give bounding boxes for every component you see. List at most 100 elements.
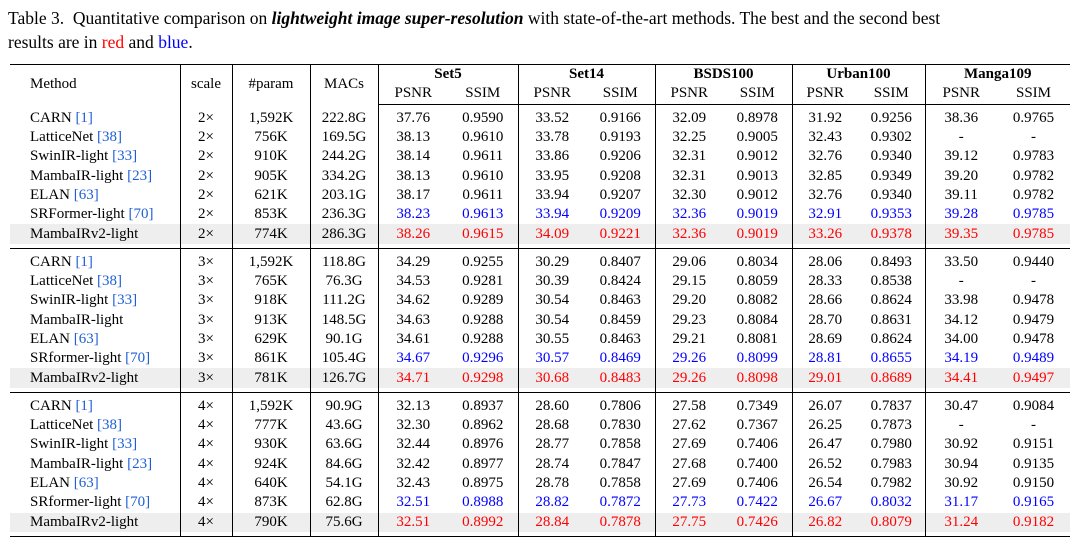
score-cell: 0.9207 — [586, 185, 656, 206]
reference: [38] — [97, 273, 123, 290]
caption-text: . — [188, 32, 193, 52]
method-cell: SwinIR-light [33] — [10, 147, 181, 167]
score-cell: 28.77 — [535, 436, 570, 453]
spacer-cell — [997, 247, 1070, 253]
score-cell: 0.8962 — [448, 416, 519, 436]
spacer-row — [10, 243, 1070, 249]
method-name: SwinIR-light — [30, 292, 109, 309]
table-row: MambaIR-light [23] 2× 905K 334.2G 38.13 0.961… — [10, 166, 1070, 186]
spacer-cell — [180, 243, 233, 249]
score-cell: 0.8081 — [723, 329, 793, 350]
score-cell: 28.66 — [808, 292, 843, 309]
score-cell: 32.51 — [396, 494, 431, 511]
scale-cell: 4× — [180, 493, 233, 513]
score-cell: 29.21 — [672, 331, 707, 347]
method-cell: CARN [1] — [10, 108, 181, 128]
score-cell: 34.53 — [396, 273, 431, 290]
macs-cell: 244.2G — [310, 147, 379, 167]
score-cell: 0.9349 — [858, 166, 926, 186]
metric-header: PSNR — [518, 84, 586, 105]
spacer-cell — [723, 391, 793, 397]
method-cell: MambaIR-light [23] — [10, 454, 181, 474]
metric-header: SSIM — [997, 84, 1070, 105]
score-cell: 0.9489 — [1012, 350, 1055, 367]
score-cell: 0.9782 — [1012, 186, 1055, 203]
table-row: SwinIR-light [33] 4× 930K 63.6G 32.44 0.8976 2… — [10, 435, 1070, 455]
score-cell: 33.94 — [535, 206, 570, 223]
method-cell: MambaIRv2-light — [10, 512, 181, 532]
score-cell: 0.9353 — [858, 205, 926, 225]
row-group: CARN [1] 2× 1,592K 222.8G 37.76 0.9590 33.52 0.… — [10, 104, 1070, 249]
score-cell: 32.31 — [672, 148, 707, 165]
score-cell: 32.51 — [396, 513, 431, 530]
score-cell: 34.12 — [944, 311, 979, 328]
spacer-cell — [10, 104, 181, 109]
score-cell: 0.9288 — [448, 310, 519, 330]
score-cell: 32.42 — [396, 455, 431, 472]
table-row: LatticeNet [38] 2× 756K 169.5G 38.13 0.9610 33… — [10, 127, 1070, 148]
score-cell: 30.54 — [535, 292, 570, 309]
param-cell: 1,592K — [232, 252, 311, 272]
table-row: ELAN [63] 4× 640K 54.1G 32.43 0.8975 28.78 0.78… — [10, 473, 1070, 494]
macs-cell: 63.6G — [310, 435, 379, 455]
spacer-row — [10, 387, 1070, 393]
scale-cell: 3× — [180, 252, 233, 272]
score-cell: 39.12 — [944, 148, 979, 165]
score-cell: 27.69 — [672, 436, 707, 453]
spacer-cell — [10, 387, 181, 393]
spacer-cell — [586, 243, 656, 249]
score-cell: 0.9019 — [723, 205, 793, 225]
score-cell: 30.92 — [944, 475, 979, 492]
score-cell: 33.50 — [944, 253, 979, 270]
score-cell: 39.28 — [944, 206, 979, 223]
reference: [23] — [127, 455, 153, 472]
method-cell: SRFormer-light [70] — [10, 205, 181, 225]
score-cell: 0.8992 — [448, 512, 519, 532]
score-cell: 0.8493 — [858, 252, 926, 272]
metric-header: PSNR — [925, 84, 997, 105]
score-cell: 0.8655 — [858, 349, 926, 369]
score-cell: 32.43 — [396, 475, 431, 492]
score-cell: 0.9478 — [1012, 292, 1055, 309]
caption-line: Table 3. Quantitative comparison on ligh… — [8, 6, 940, 30]
score-cell: 38.23 — [396, 206, 431, 223]
scale-cell: 4× — [180, 416, 233, 436]
score-cell: 34.67 — [396, 350, 431, 367]
score-cell: 0.9590 — [448, 108, 519, 128]
table-row: SRformer-light [70] 4× 873K 62.8G 32.51 0.898… — [10, 493, 1070, 513]
score-cell: 30.68 — [535, 369, 570, 386]
method-cell: LatticeNet [38] — [10, 416, 181, 436]
spacer-cell — [310, 391, 379, 397]
score-cell: 0.8082 — [723, 291, 793, 311]
reference: [1] — [75, 253, 93, 270]
row-group: CARN [1] 3× 1,592K 118.8G 34.29 0.9255 30.29 0.… — [10, 247, 1070, 393]
score-cell: - — [1031, 417, 1036, 434]
method-name: MambaIR-light — [30, 311, 124, 328]
score-cell: 27.68 — [672, 455, 707, 472]
table-row: CARN [1] 4× 1,592K 90.9G 32.13 0.8937 28.60 0.7… — [10, 396, 1070, 417]
method-cell: ELAN [63] — [10, 473, 181, 494]
caption-text: with state-of-the-art methods. The best … — [527, 8, 941, 28]
header-row: Method scale #param MACs Set5 Set14 BSDS100 Urb… — [10, 64, 1070, 105]
spacer-cell — [723, 531, 793, 537]
score-cell: 0.9611 — [448, 147, 519, 167]
score-cell: 26.07 — [808, 397, 843, 414]
score-cell: 0.9785 — [1012, 225, 1055, 242]
param-cell: 918K — [232, 291, 311, 311]
spacer-cell — [180, 391, 233, 397]
param-cell: 629K — [232, 329, 311, 350]
score-cell: 34.41 — [944, 369, 979, 386]
score-cell: 26.82 — [808, 513, 843, 530]
spacer-row — [10, 104, 1070, 109]
spacer-cell — [378, 247, 448, 253]
method-name: MambaIRv2-light — [30, 225, 139, 242]
param-cell: 1,592K — [232, 396, 311, 417]
scale-cell: 2× — [180, 185, 233, 206]
macs-cell: 222.8G — [310, 108, 379, 128]
reference: [70] — [125, 350, 151, 367]
score-cell: 0.8099 — [723, 349, 793, 369]
spacer-cell — [10, 391, 181, 397]
param-cell: 930K — [232, 435, 311, 455]
score-cell: 27.62 — [672, 417, 707, 434]
spacer-cell — [858, 391, 926, 397]
